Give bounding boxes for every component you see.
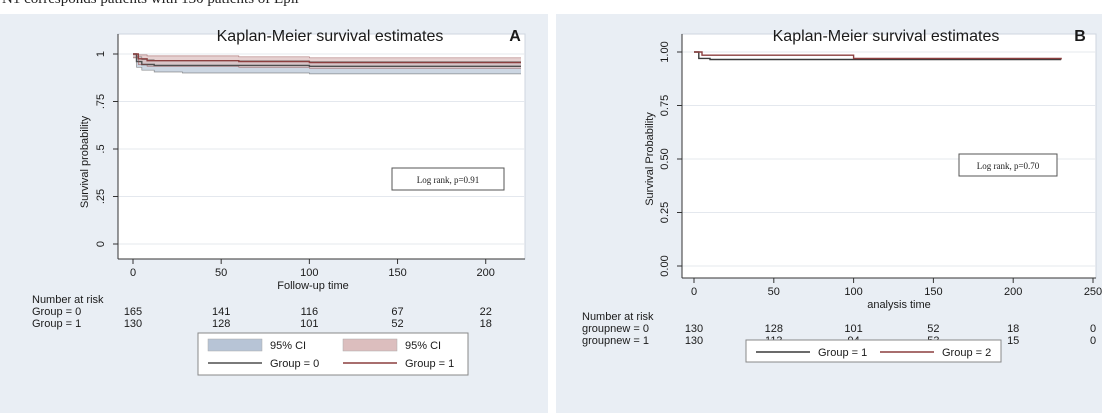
survival-curve-2 bbox=[694, 51, 1062, 60]
risk-count: 101 bbox=[844, 323, 862, 335]
risk-count: 130 bbox=[124, 318, 142, 330]
risk-count: 22 bbox=[480, 306, 492, 318]
risk-row-label: groupnew = 1 bbox=[582, 335, 649, 347]
log-rank-box bbox=[391, 167, 505, 191]
risk-count: 18 bbox=[1007, 323, 1019, 335]
legend-label: Group = 0 bbox=[270, 358, 319, 370]
x-tick-label: 250 bbox=[1084, 286, 1102, 298]
risk-count: 52 bbox=[927, 323, 939, 335]
y-tick-label: 0.00 bbox=[659, 255, 671, 276]
risk-count: 0 bbox=[1090, 323, 1096, 335]
x-tick-label: 200 bbox=[477, 267, 495, 279]
survival-curve-1 bbox=[133, 53, 521, 67]
panel-letter: B bbox=[1074, 28, 1086, 45]
x-tick-label: 100 bbox=[300, 267, 318, 279]
risk-row-label: Group = 1 bbox=[32, 318, 81, 330]
log-rank-box bbox=[958, 153, 1058, 177]
y-tick-label: 0.25 bbox=[659, 202, 671, 223]
legend-label: 95% CI bbox=[405, 340, 441, 352]
caption-text: N1 corresponds patients with 130 patient… bbox=[2, 0, 300, 8]
x-axis-label: Follow-up time bbox=[277, 280, 349, 292]
legend-swatch-ci bbox=[342, 338, 398, 352]
panel-letter: A bbox=[509, 28, 521, 45]
y-tick-label: 1 bbox=[95, 51, 107, 57]
x-tick-label: 150 bbox=[924, 286, 942, 298]
legend-label: Group = 1 bbox=[405, 358, 454, 370]
risk-count: 116 bbox=[301, 306, 319, 318]
legend-box bbox=[745, 339, 1002, 363]
log-rank-label: Log rank, p=0.70 bbox=[977, 161, 1040, 171]
x-tick-label: 100 bbox=[844, 286, 862, 298]
y-tick-label: .75 bbox=[95, 94, 107, 109]
y-tick-label: 0 bbox=[95, 241, 107, 247]
risk-count: 18 bbox=[480, 318, 492, 330]
risk-table-header: Number at risk bbox=[32, 294, 104, 306]
ci-lower-line-2 bbox=[133, 57, 521, 69]
y-tick-label: 0.50 bbox=[659, 148, 671, 169]
y-tick-label: .5 bbox=[95, 144, 107, 153]
risk-count: 52 bbox=[391, 318, 403, 330]
x-tick-label: 150 bbox=[388, 267, 406, 279]
chart-title: Kaplan-Meier survival estimates bbox=[217, 28, 444, 45]
risk-count: 141 bbox=[212, 306, 230, 318]
x-tick-label: 50 bbox=[215, 267, 227, 279]
risk-row-label: Group = 0 bbox=[32, 306, 81, 318]
y-axis-label: Survival Probability bbox=[644, 112, 656, 206]
legend-label: Group = 1 bbox=[818, 347, 867, 359]
y-tick-label: 1.00 bbox=[659, 41, 671, 62]
risk-count: 165 bbox=[124, 306, 142, 318]
risk-table-header: Number at risk bbox=[582, 311, 654, 323]
kaplan-meier-chart-b: 0.000.250.500.751.000 50 100 150 200 250Kapla… bbox=[582, 28, 1102, 363]
x-tick-label: 0 bbox=[130, 267, 136, 279]
x-tick-label: 50 bbox=[768, 286, 780, 298]
y-tick-label: 0.75 bbox=[659, 95, 671, 116]
chart-title: Kaplan-Meier survival estimates bbox=[773, 28, 1000, 45]
risk-count: 67 bbox=[391, 306, 403, 318]
panel-b: 0.00 0.25 0.50 0.75 1.00 0 50 100 150 200 250 Kapla… bbox=[556, 14, 1102, 413]
risk-count: 128 bbox=[765, 323, 783, 335]
x-axis-label: analysis time bbox=[867, 299, 931, 311]
y-axis-label: Survival probability bbox=[79, 115, 91, 208]
figure-caption-fragment: N1 corresponds patients with 130 patient… bbox=[0, 0, 1102, 14]
legend-label: Group = 2 bbox=[942, 347, 991, 359]
risk-count: 130 bbox=[685, 323, 703, 335]
x-tick-label: 0 bbox=[691, 286, 697, 298]
risk-count: 128 bbox=[212, 318, 230, 330]
risk-count: 0 bbox=[1090, 335, 1096, 347]
y-tick-label: .25 bbox=[95, 189, 107, 204]
x-tick-label: 200 bbox=[1004, 286, 1022, 298]
panel-a: 0 .25 .5 .75 1 0 50 100 150 200 Kaplan-Meier survi… bbox=[0, 14, 548, 413]
log-rank-label: Log rank, p=0.91 bbox=[417, 175, 480, 185]
risk-count: 15 bbox=[1007, 335, 1019, 347]
legend-label: 95% CI bbox=[270, 340, 306, 352]
ci-lower-line-1 bbox=[133, 57, 521, 75]
survival-curve-2 bbox=[133, 53, 521, 64]
kaplan-meier-chart-a: 0 .25 .5 .75 1 0 50 100 150 200 Kaplan-Meier survi… bbox=[32, 28, 526, 376]
risk-count: 130 bbox=[685, 335, 703, 347]
risk-row-label: groupnew = 0 bbox=[582, 323, 649, 335]
legend-swatch-ci bbox=[207, 338, 263, 352]
risk-count: 101 bbox=[300, 318, 318, 330]
